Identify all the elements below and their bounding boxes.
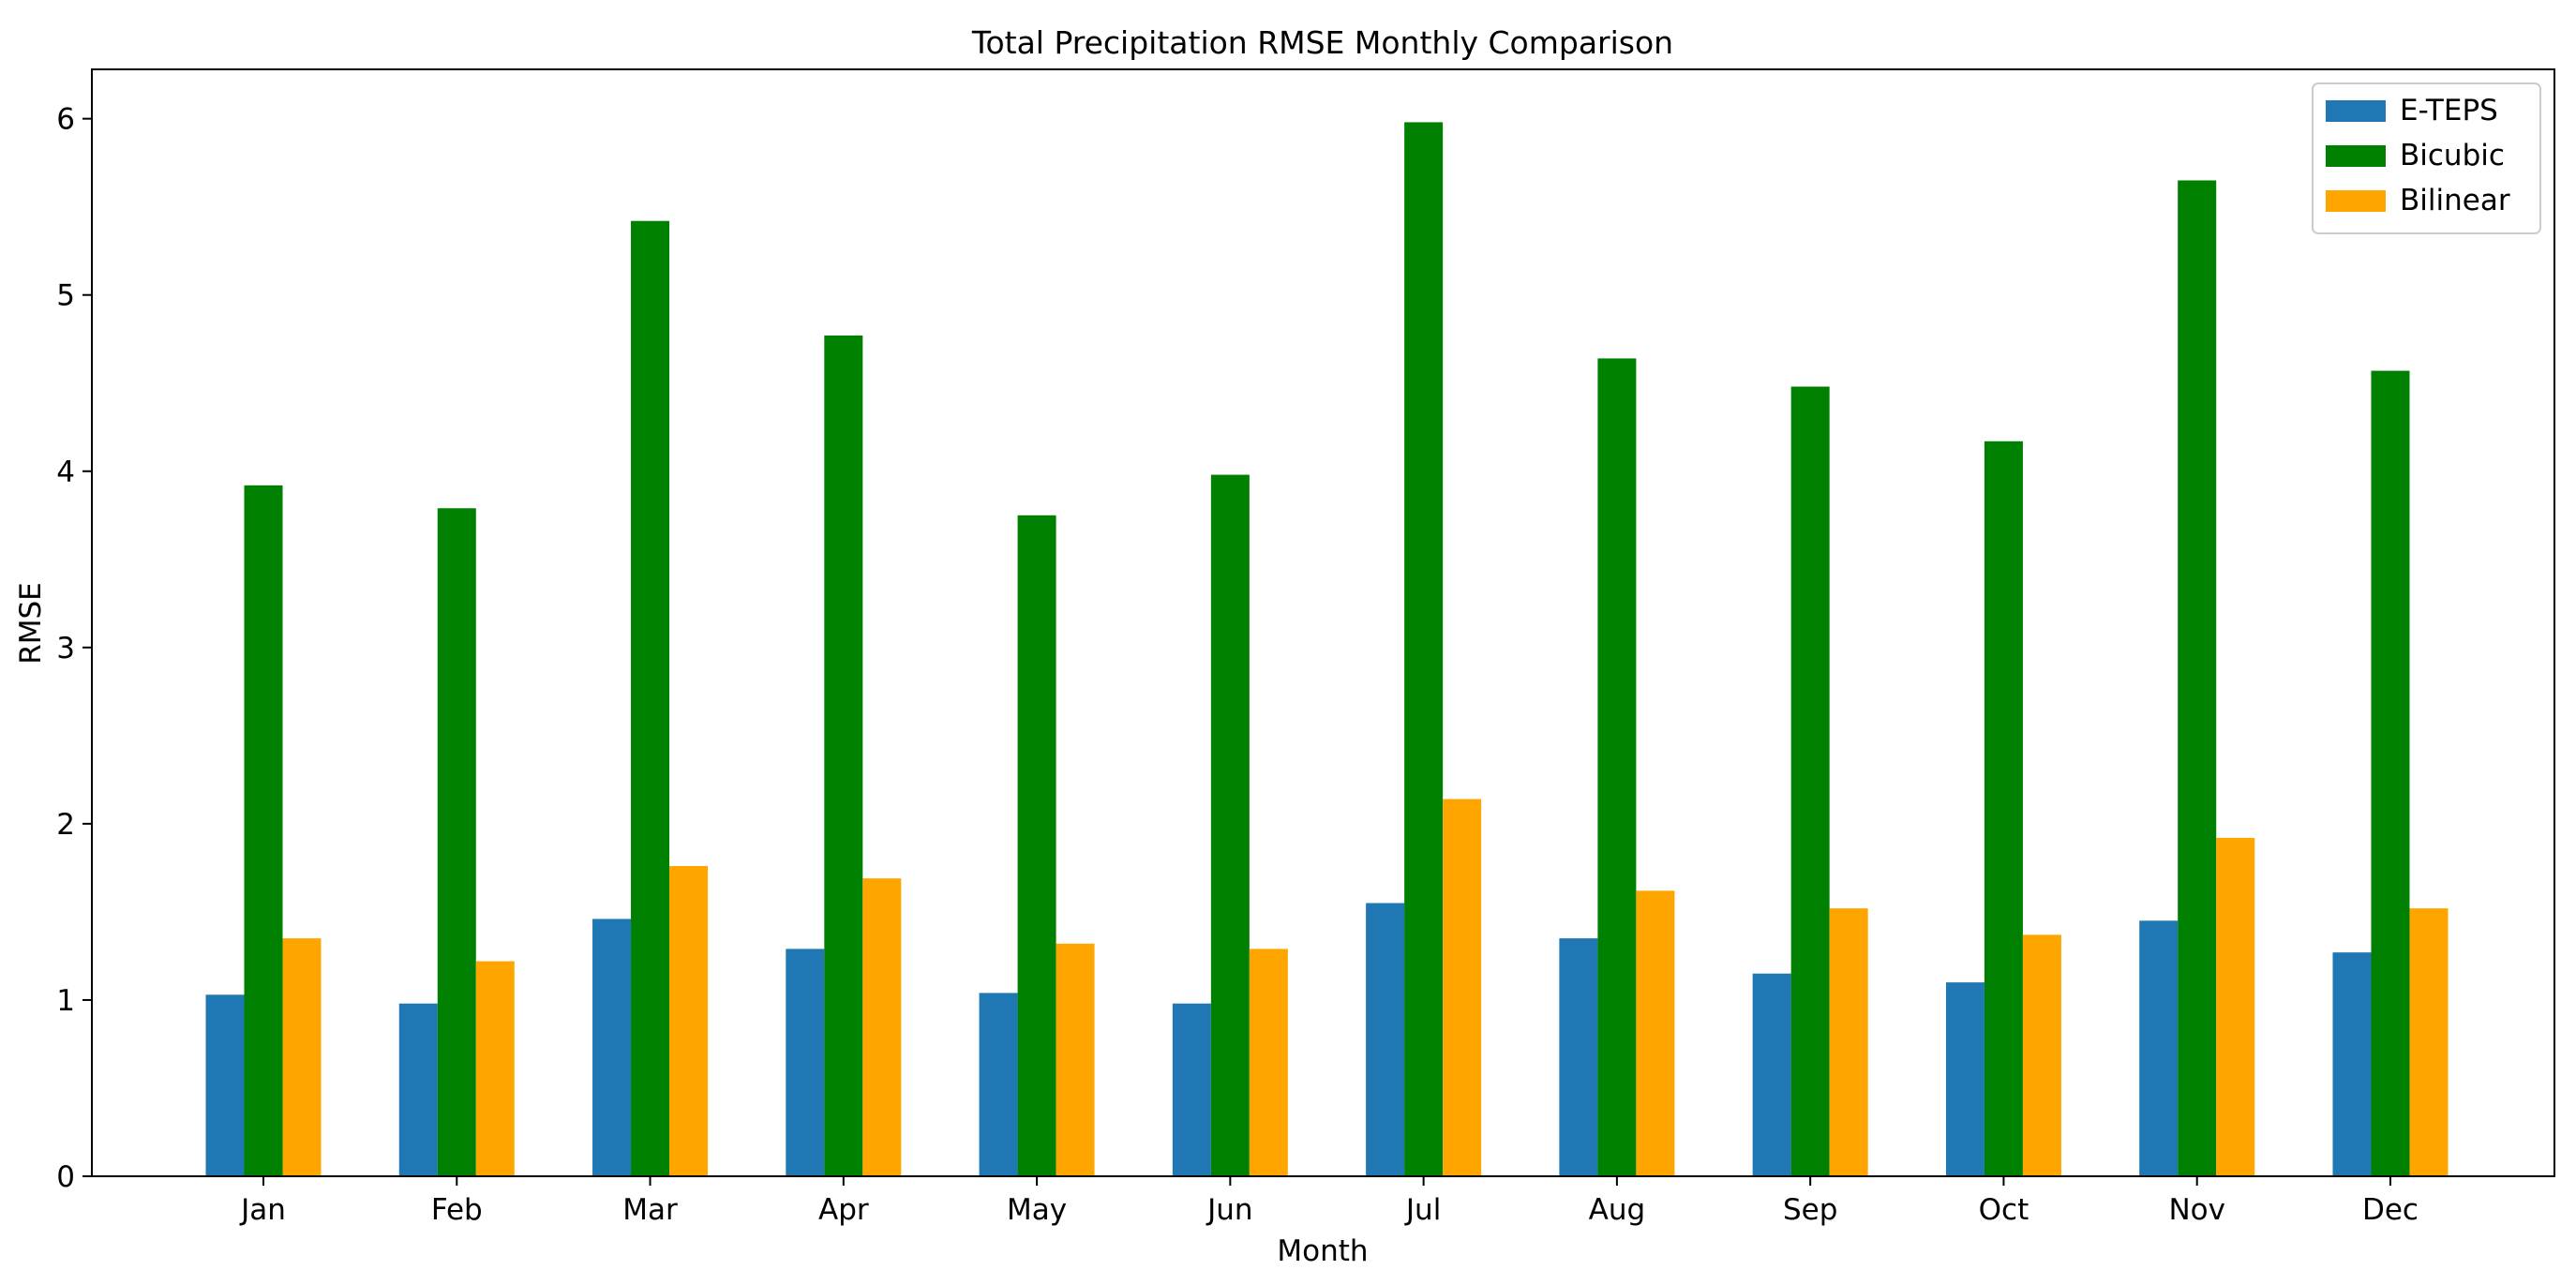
x-axis: Jan Feb Mar Apr May Jun Jul Aug Sep Oct Nov Dec [239, 1176, 2419, 1227]
y-tick-label: 0 [56, 1160, 75, 1194]
y-tick-label: 4 [56, 456, 75, 489]
y-axis-title: RMSE [14, 582, 48, 665]
bar-bilinear-feb [475, 961, 515, 1176]
bar-bilinear-oct [2022, 934, 2061, 1176]
bar-e-teps-may [979, 993, 1018, 1176]
x-tick-label: Dec [2362, 1193, 2419, 1227]
bar-e-teps-apr [786, 949, 825, 1176]
bar-e-teps-jun [1172, 1003, 1211, 1176]
bar-bicubic-apr [824, 335, 863, 1176]
x-tick-label: Feb [431, 1193, 483, 1227]
x-tick-label: Sep [1783, 1193, 1837, 1227]
y-tick-label: 2 [56, 808, 75, 842]
y-tick-label: 5 [56, 279, 75, 313]
x-tick-label: Mar [622, 1193, 678, 1227]
bar-bilinear-apr [862, 878, 902, 1176]
chart-title: Total Precipitation RMSE Monthly Compari… [971, 24, 1673, 61]
x-tick-label: Apr [818, 1193, 869, 1227]
legend-swatch-e-teps [2326, 100, 2386, 122]
legend: E-TEPS Bicubic Bilinear [2312, 82, 2541, 234]
y-axis: 0 1 2 3 4 5 6 [56, 103, 92, 1194]
bar-bicubic-feb [437, 508, 476, 1176]
legend-label: Bilinear [2400, 184, 2510, 217]
bar-e-teps-sep [1752, 973, 1791, 1176]
y-tick-label: 3 [56, 632, 75, 665]
y-tick-label: 1 [56, 984, 75, 1018]
x-tick-label: Oct [1979, 1193, 2029, 1227]
bar-bilinear-dec [2409, 908, 2449, 1176]
x-axis-title: Month [1277, 1234, 1368, 1268]
legend-label: E-TEPS [2400, 94, 2498, 127]
x-tick-label: Jul [1404, 1193, 1441, 1227]
x-tick-label: Aug [1589, 1193, 1646, 1227]
x-tick-label: Jun [1206, 1193, 1252, 1227]
bar-bilinear-nov [2216, 837, 2255, 1176]
bar-e-teps-feb [398, 1003, 438, 1176]
bar-bilinear-mar [669, 866, 709, 1176]
bar-e-teps-nov [2139, 920, 2179, 1176]
bar-e-teps-jul [1366, 903, 1405, 1176]
legend-swatch-bilinear [2326, 190, 2386, 212]
y-tick-label: 6 [56, 103, 75, 137]
bar-bicubic-sep [1790, 386, 1830, 1176]
bar-bicubic-jan [244, 485, 283, 1176]
bar-bilinear-jun [1249, 949, 1288, 1176]
bar-bilinear-may [1056, 943, 1095, 1176]
bar-bicubic-nov [2178, 180, 2217, 1177]
bar-bilinear-jul [1443, 799, 1482, 1176]
bar-e-teps-jan [205, 994, 245, 1176]
bar-bicubic-mar [631, 220, 670, 1176]
x-tick-label: Jan [239, 1193, 286, 1227]
bar-e-teps-aug [1559, 938, 1598, 1176]
x-tick-label: Nov [2168, 1193, 2225, 1227]
legend-label: Bicubic [2400, 139, 2505, 172]
bar-bilinear-aug [1636, 890, 1675, 1176]
legend-swatch-bicubic [2326, 145, 2386, 167]
bar-e-teps-mar [592, 919, 632, 1176]
bar-bicubic-jul [1404, 122, 1444, 1176]
bars-layer [205, 122, 2449, 1177]
bar-e-teps-oct [1945, 982, 1984, 1176]
bar-bicubic-jun [1210, 474, 1250, 1176]
bar-bicubic-dec [2371, 370, 2410, 1177]
bar-bilinear-sep [1829, 908, 1868, 1176]
bar-bicubic-oct [1984, 441, 2023, 1176]
bar-bicubic-may [1017, 515, 1056, 1176]
bar-bilinear-jan [282, 938, 322, 1176]
plot-frame [91, 68, 2555, 1177]
x-tick-label: May [1007, 1193, 1067, 1227]
bar-e-teps-dec [2332, 952, 2372, 1176]
bar-bicubic-aug [1597, 358, 1637, 1176]
